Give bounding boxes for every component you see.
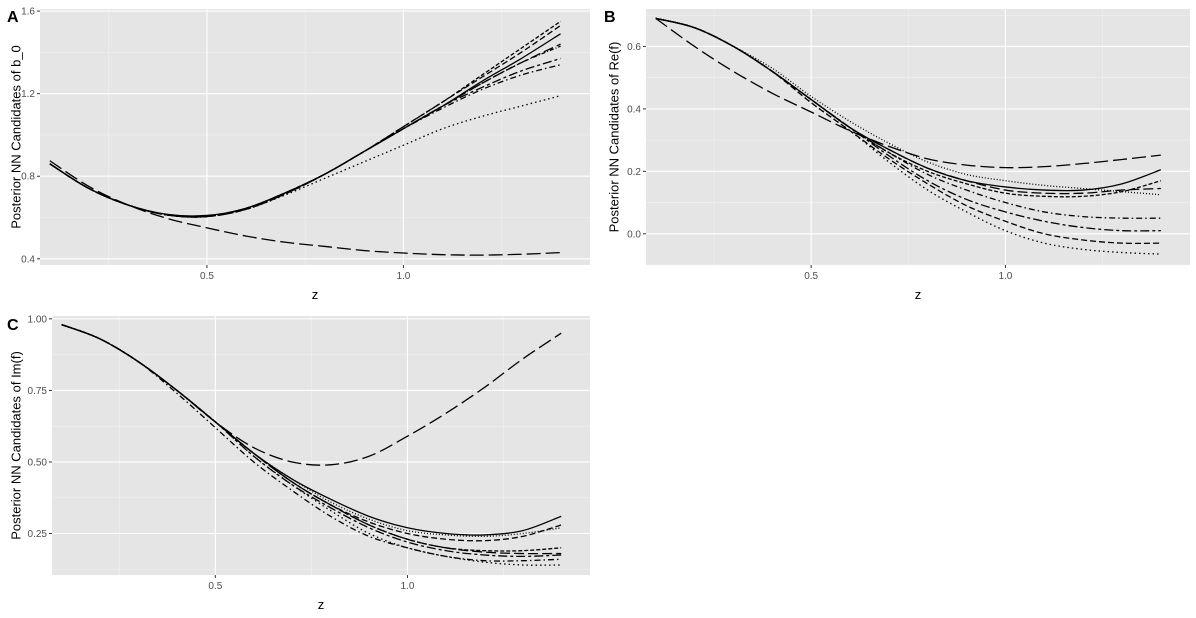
y-tick-label: 0.0: [627, 229, 641, 240]
y-axis-title: Posterior NN Candidates of b_0: [8, 45, 23, 229]
y-tick-label: 0.2: [627, 167, 641, 178]
series-line-6: [61, 323, 562, 558]
x-tick-label: 0.5: [200, 271, 214, 282]
series-line-4: [49, 95, 561, 218]
panel-a: 0.5 1.0 0.4 0.8 1.2 1.6 z Posterior NN Candidat…: [7, 7, 590, 302]
series-line-3: [61, 323, 562, 542]
series-line-9: [49, 45, 561, 218]
series-line-9: [61, 323, 562, 552]
y-axis-title: Posterior NN Candidates of Re(f): [606, 42, 621, 233]
series-line-9: [655, 17, 1162, 198]
series-line-2: [49, 160, 561, 256]
x-axis-title: z: [318, 597, 325, 612]
series-line-8: [61, 323, 562, 538]
series-line-8: [49, 20, 561, 218]
x-axis-title: z: [312, 287, 319, 302]
plot-background: [646, 9, 1190, 265]
panel-tag: A: [7, 9, 19, 26]
y-tick-label: 1.00: [28, 314, 48, 325]
x-tick-label: 0.5: [804, 271, 818, 282]
panel-tag: B: [604, 9, 616, 26]
y-tick-label: 0.6: [627, 42, 641, 53]
series-line-8: [655, 17, 1161, 196]
plot-background: [40, 9, 590, 265]
y-tick-label: 0.8: [21, 172, 35, 183]
y-tick-label: 0.4: [627, 104, 641, 115]
plot-background: [52, 316, 590, 575]
x-tick-label: 0.5: [208, 581, 222, 592]
y-tick-label: 1.2: [21, 89, 35, 100]
y-tick-label: 0.75: [28, 386, 48, 397]
y-tick-label: 1.6: [21, 7, 35, 18]
panel-tag: C: [7, 317, 19, 334]
x-axis-title: z: [915, 287, 922, 302]
panel-c: 0.5 1.0 0.25 0.50 0.75 1.00 z Posterior NN Cand…: [7, 314, 590, 612]
y-tick-label: 0.4: [21, 254, 35, 265]
panel-b: 0.5 1.0 0.0 0.2 0.4 0.6 z Posterior NN Candidat…: [604, 9, 1190, 302]
x-tick-label: 1.0: [998, 271, 1012, 282]
y-axis-title: Posterior NN Candidates of Im(f): [8, 351, 23, 540]
x-tick-label: 1.0: [396, 271, 410, 282]
x-tick-label: 1.0: [401, 581, 415, 592]
y-tick-label: 0.50: [28, 457, 48, 468]
y-tick-label: 0.25: [28, 529, 48, 540]
